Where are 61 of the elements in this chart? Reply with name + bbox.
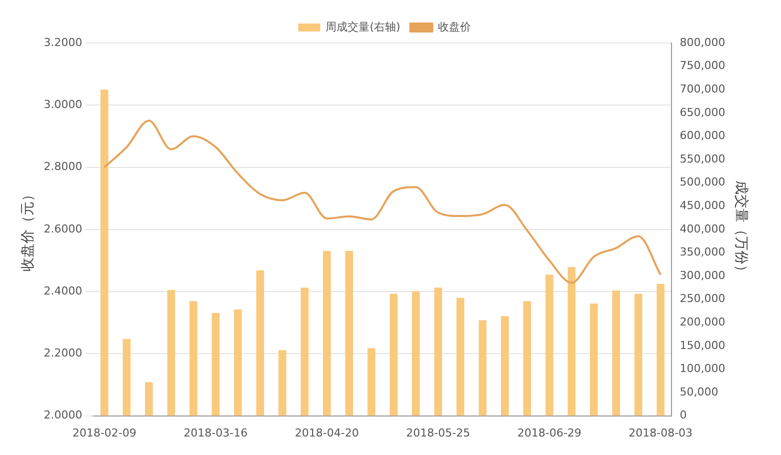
bar — [367, 348, 376, 416]
bar — [656, 284, 664, 416]
y-tick-label: 3.2000 — [44, 36, 82, 49]
x-tick-label: 2018-02-09 — [72, 426, 136, 440]
y2-tick-label: 650,000 — [680, 106, 726, 119]
bar — [434, 288, 442, 416]
y2-axis-title: 成交量（万份） — [732, 180, 749, 278]
y2-tick-label: 700,000 — [680, 82, 726, 96]
y2-tick-label: 750,000 — [680, 59, 726, 72]
line-series — [103, 120, 662, 284]
bar — [100, 90, 108, 416]
y-tick-label: 2.2000 — [44, 346, 82, 360]
y2-tick-label: 350,000 — [680, 246, 726, 259]
bar — [322, 250, 331, 416]
y2-tick-label: 500,000 — [680, 176, 726, 189]
y2-tick-label: 250,000 — [680, 292, 726, 306]
y2-tick-label: 50,000 — [680, 385, 718, 398]
x-tick-label: 2018-06-29 — [517, 426, 582, 440]
bar — [345, 250, 354, 416]
bar — [456, 298, 464, 416]
bar — [523, 301, 531, 416]
y-tick-label: 2.4000 — [44, 284, 82, 298]
bar — [190, 301, 198, 416]
bar — [545, 274, 554, 416]
bar — [167, 290, 176, 416]
y-tick-label: 3.0000 — [44, 98, 82, 111]
bar — [590, 303, 598, 416]
y2-tick-label: 200,000 — [680, 315, 726, 328]
y2-tick-label: 150,000 — [680, 338, 726, 352]
y2-tick-label: 300,000 — [680, 268, 726, 282]
bar — [145, 382, 153, 416]
x-tick-label: 2018-05-25 — [406, 426, 470, 440]
y2-tick-label: 600,000 — [680, 129, 726, 142]
y2-tick-label: 550,000 — [680, 152, 726, 166]
y2-tick-label: 450,000 — [680, 198, 726, 212]
y-tick-label: 2.8000 — [44, 160, 82, 174]
y2-tick-label: 800,000 — [680, 36, 726, 49]
x-tick-label: 2018-03-16 — [184, 426, 248, 440]
y2-tick-label: 400,000 — [680, 222, 726, 236]
bar — [612, 290, 620, 416]
bar — [390, 294, 398, 416]
bar — [212, 312, 220, 416]
y-tick-label: 2.6000 — [44, 222, 82, 236]
y2-tick-label: 100,000 — [680, 362, 726, 376]
bar — [122, 338, 131, 416]
legend-label: 周成交量(右轴) — [326, 20, 400, 34]
x-tick-label: 2018-04-20 — [294, 426, 359, 440]
bar — [568, 267, 576, 416]
bar — [412, 291, 420, 416]
x-tick-label: 2018-08-03 — [628, 426, 693, 440]
bar — [478, 320, 487, 416]
y-axis-title: 收盘价（元） — [20, 187, 36, 272]
legend-label: 收盘价 — [438, 20, 471, 34]
bar — [300, 288, 309, 416]
bar — [634, 294, 642, 416]
bar — [256, 270, 264, 416]
bar — [278, 350, 286, 416]
bar — [234, 310, 242, 416]
bar — [500, 316, 509, 416]
y-tick-label: 2.0000 — [44, 408, 82, 422]
y2-tick-label: 0 — [680, 408, 687, 422]
